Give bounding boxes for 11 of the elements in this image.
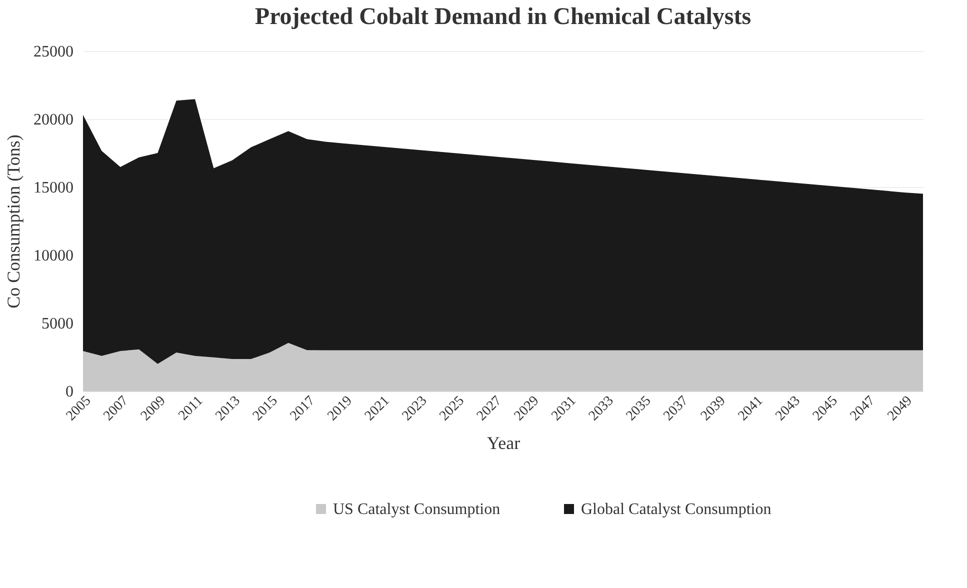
y-axis-title: Co Consumption (Tons)	[4, 134, 24, 308]
x-axis-title: Year	[486, 433, 520, 454]
chart-title: Projected Cobalt Demand in Chemical Catalysts	[254, 4, 752, 30]
legend-label: US Catalyst Consumption	[333, 501, 500, 518]
y-tick-label: 15000	[34, 180, 74, 196]
y-tick-label: 20000	[34, 112, 74, 128]
y-tick-label: 25000	[34, 44, 74, 60]
legend-label: Global Catalyst Consumption	[581, 501, 772, 518]
y-tick-label: 10000	[34, 248, 74, 264]
y-tick-label: 0	[66, 384, 74, 400]
y-tick-label: 5000	[42, 316, 74, 332]
